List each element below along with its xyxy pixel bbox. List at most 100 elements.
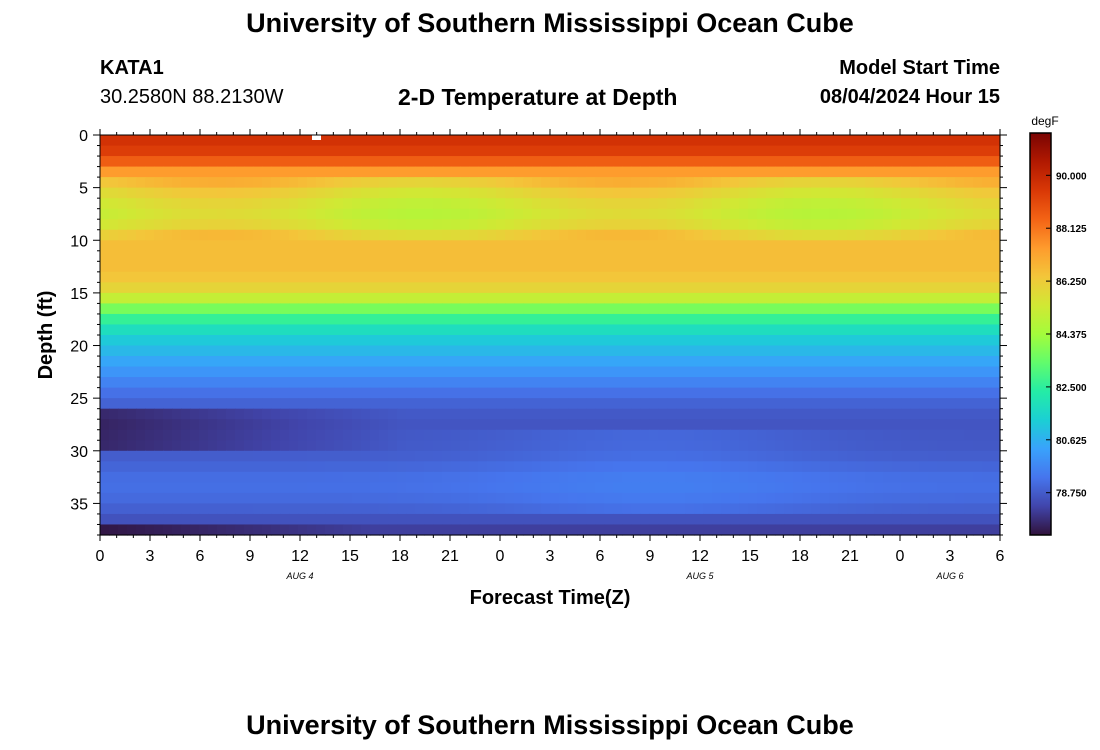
heatmap-cell <box>757 177 767 189</box>
heatmap-cell <box>802 271 812 283</box>
heatmap-cell <box>379 492 389 505</box>
heatmap-cell <box>208 524 218 536</box>
heatmap-cell <box>865 461 875 473</box>
heatmap-cell <box>730 429 740 441</box>
heatmap-cell <box>730 229 740 241</box>
heatmap-cell <box>946 503 956 515</box>
heatmap-cell <box>460 377 470 389</box>
heatmap-cell <box>982 440 992 452</box>
heatmap-cell <box>136 503 146 515</box>
heatmap-cell <box>775 198 785 210</box>
heatmap-cell <box>829 450 839 462</box>
heatmap-cell <box>541 282 551 294</box>
heatmap-cell <box>865 513 875 526</box>
heatmap-cell <box>982 408 992 420</box>
heatmap-cell <box>397 313 407 326</box>
heatmap-cell <box>541 513 551 526</box>
heatmap-cell <box>244 335 254 347</box>
heatmap-cell <box>145 208 155 220</box>
heatmap-cell <box>523 313 533 326</box>
heatmap-cell <box>253 198 263 210</box>
heatmap-cell <box>127 335 137 347</box>
heatmap-cell <box>334 145 344 157</box>
heatmap-cell <box>793 208 803 220</box>
heatmap-cell <box>217 335 227 347</box>
heatmap-cell <box>271 324 281 336</box>
heatmap-cell <box>118 398 128 410</box>
heatmap-cell <box>847 440 857 452</box>
heatmap-cell <box>532 135 542 147</box>
heatmap-cell <box>289 524 299 536</box>
heatmap-cell <box>253 419 263 431</box>
heatmap-cell <box>631 261 641 273</box>
heatmap-cell <box>226 366 236 378</box>
heatmap-cell <box>631 408 641 420</box>
heatmap-cell <box>955 450 965 462</box>
heatmap-cell <box>217 503 227 515</box>
heatmap-cell <box>595 187 605 199</box>
heatmap-cell <box>964 503 974 515</box>
heatmap-cell <box>460 482 470 494</box>
heatmap-cell <box>451 450 461 462</box>
heatmap-cell <box>118 324 128 336</box>
heatmap-cell <box>523 461 533 473</box>
heatmap-cell <box>928 366 938 378</box>
heatmap-cell <box>757 261 767 273</box>
heatmap-cell <box>307 387 317 399</box>
heatmap-cell <box>397 524 407 536</box>
heatmap-cell <box>559 313 569 326</box>
heatmap-cell <box>766 156 776 168</box>
heatmap-cell <box>577 261 587 273</box>
heatmap-cell <box>748 313 758 326</box>
heatmap-cell <box>460 313 470 326</box>
heatmap-cell <box>163 387 173 399</box>
heatmap-cell <box>955 166 965 178</box>
heatmap-cell <box>946 408 956 420</box>
heatmap-cell <box>901 187 911 199</box>
heatmap-cell <box>541 335 551 347</box>
heatmap-cell <box>190 524 200 536</box>
heatmap-cell <box>730 208 740 220</box>
heatmap-cell <box>244 250 254 262</box>
heatmap-cell <box>775 419 785 431</box>
heatmap-cell <box>919 408 929 420</box>
heatmap-cell <box>523 366 533 378</box>
heatmap-cell <box>595 208 605 220</box>
heatmap-cell <box>172 356 182 368</box>
heatmap-cell <box>982 240 992 252</box>
heatmap-cell <box>865 492 875 505</box>
heatmap-cell <box>838 398 848 410</box>
heatmap-cell <box>523 429 533 441</box>
heatmap-cell <box>910 345 920 357</box>
heatmap-cell <box>622 229 632 241</box>
heatmap-cell <box>820 324 830 336</box>
heatmap-cell <box>379 419 389 431</box>
heatmap-cell <box>235 450 245 462</box>
heatmap-cell <box>640 450 650 462</box>
heatmap-cell <box>667 282 677 294</box>
heatmap-cell <box>469 461 479 473</box>
heatmap-cell <box>451 229 461 241</box>
heatmap-cell <box>271 377 281 389</box>
heatmap-cell <box>352 208 362 220</box>
heatmap-cell <box>748 513 758 526</box>
heatmap-cell <box>757 187 767 199</box>
heatmap-cell <box>883 471 893 483</box>
heatmap-cell <box>271 250 281 262</box>
heatmap-cell <box>523 324 533 336</box>
heatmap-cell <box>901 524 911 536</box>
heatmap-cell <box>208 187 218 199</box>
heatmap-cell <box>865 282 875 294</box>
heatmap-cell <box>262 356 272 368</box>
heatmap-cell <box>901 471 911 483</box>
heatmap-cell <box>982 419 992 431</box>
heatmap-cell <box>397 187 407 199</box>
heatmap-cell <box>118 471 128 483</box>
heatmap-cell <box>595 471 605 483</box>
heatmap-cell <box>172 156 182 168</box>
heatmap-cell <box>721 177 731 189</box>
heatmap-cell <box>937 335 947 347</box>
heatmap-cell <box>451 250 461 262</box>
heatmap-cell <box>640 292 650 305</box>
heatmap-cell <box>838 156 848 168</box>
